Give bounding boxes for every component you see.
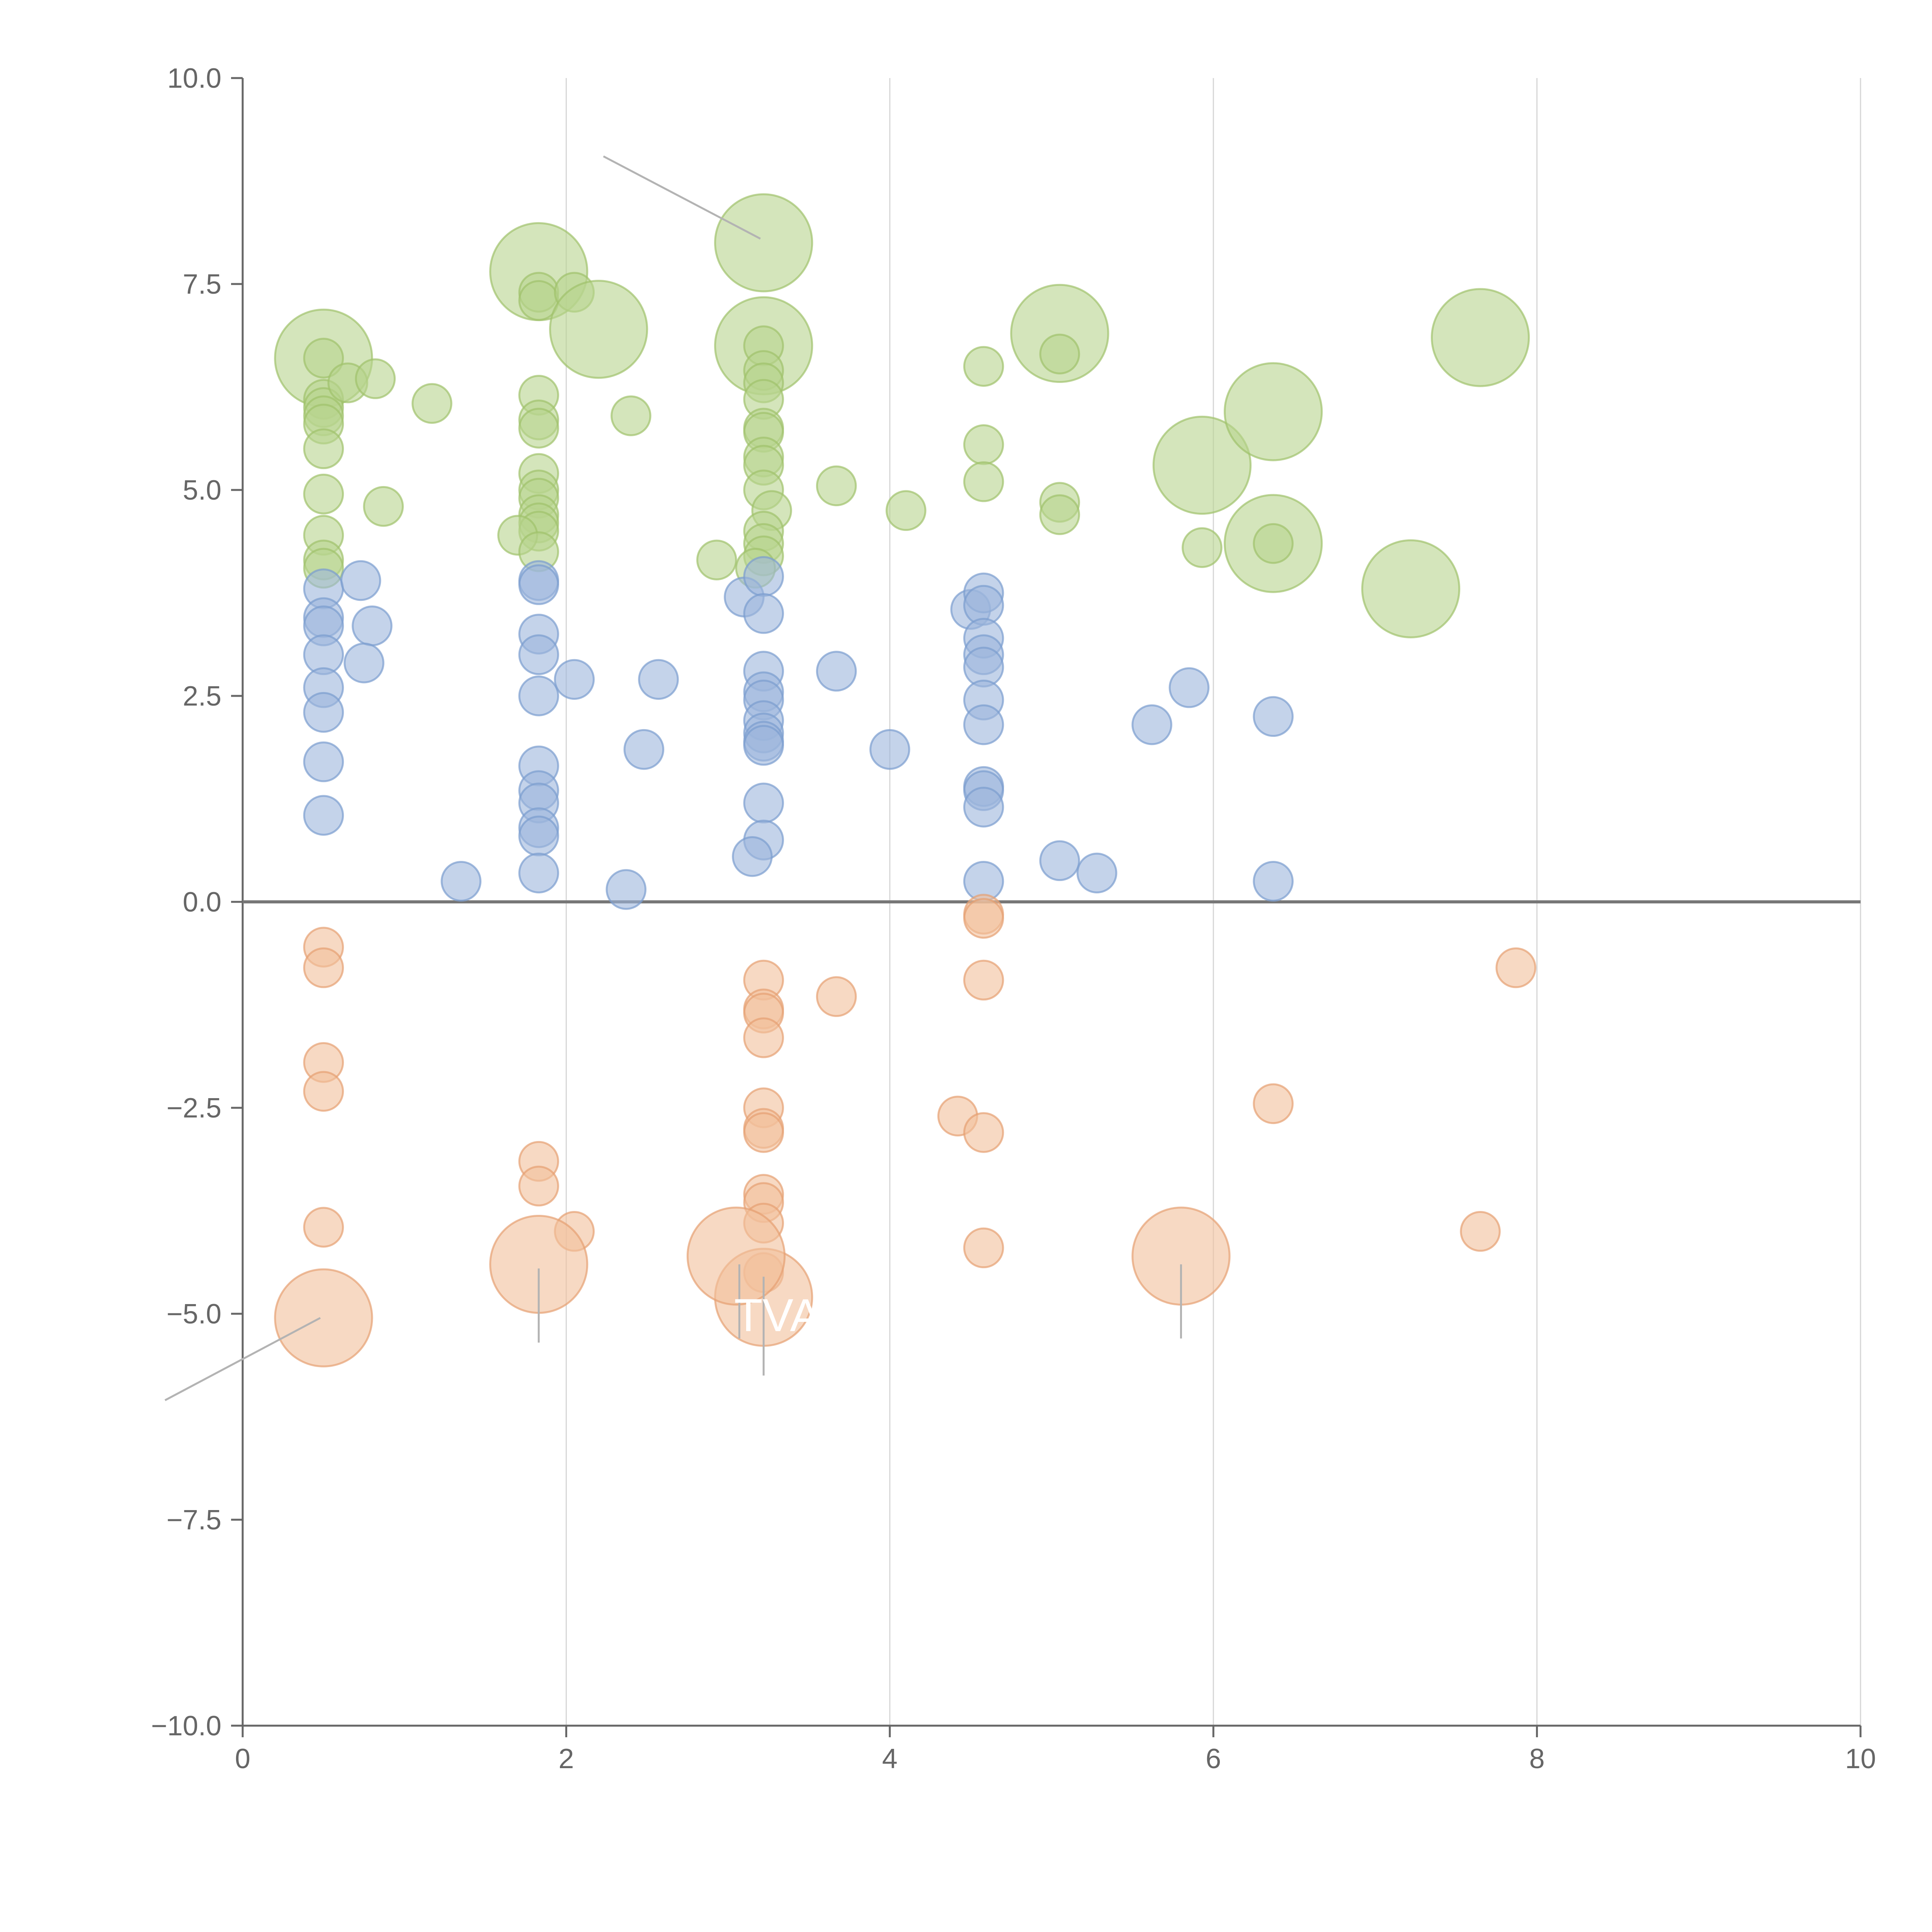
bubble-point (1010, 284, 1109, 383)
bubble-point (696, 539, 737, 580)
bubble-point (518, 634, 559, 675)
bubble-point (1430, 288, 1530, 387)
bubble-point (1253, 523, 1294, 564)
x-tick-label: 2 (558, 1743, 574, 1774)
x-tick-label: 8 (1529, 1743, 1545, 1774)
annotation-layer: TVA (164, 155, 1182, 1401)
bubble-point (605, 869, 647, 910)
y-tick-label: 5.0 (183, 475, 221, 506)
bubble-point (1168, 667, 1210, 708)
bubble-point (1361, 539, 1461, 638)
bubble-point (518, 815, 559, 857)
bubble-point (1224, 362, 1323, 461)
y-tick-label: 10.0 (167, 63, 221, 94)
y-tick-label: −2.5 (167, 1093, 221, 1124)
bubble-point (743, 1017, 784, 1058)
bubble-point (355, 358, 396, 399)
bubble-point (303, 1207, 344, 1248)
bubble-point (1182, 527, 1223, 568)
bubble-point (714, 193, 813, 293)
bubble-point (303, 741, 344, 782)
axis-layer: 0 2 4 6 8 10 10.0 7.5 5.0 2.5 0.0 −2.5 −5.0 −7.5 −10.0 (151, 63, 1876, 1774)
bubble-point (1131, 704, 1172, 745)
annotation-label-tva: TVA (734, 1289, 821, 1341)
bubble-point (303, 1071, 344, 1112)
x-tick-label: 6 (1206, 1743, 1221, 1774)
bubble-point (1039, 494, 1080, 535)
annotation-leader-line (603, 155, 761, 240)
bubble-point (963, 704, 1004, 745)
bubble-point (743, 593, 784, 634)
bubble-point (963, 898, 1004, 939)
y-tick-label: −10.0 (151, 1711, 221, 1742)
bubble-point (303, 947, 344, 988)
bubble-point (303, 338, 344, 379)
bubble-point (743, 725, 784, 766)
bubble-point (743, 1112, 784, 1153)
bubble-point (1152, 415, 1252, 515)
bubble-layer (274, 193, 1536, 1367)
bubble-point (363, 486, 404, 527)
bubble-point (274, 1268, 373, 1367)
bubble-point (1253, 1083, 1294, 1124)
bubble-point (816, 651, 857, 692)
bubble-point (1460, 1211, 1501, 1252)
x-tick-label: 10 (1845, 1743, 1876, 1774)
bubble-point (743, 782, 784, 823)
x-tick-label: 4 (882, 1743, 898, 1774)
bubble-point (1039, 333, 1080, 374)
annotation-leader-line (164, 1317, 321, 1401)
bubble-point (554, 659, 595, 700)
bubble-point (518, 675, 559, 716)
bubble-point (549, 280, 648, 379)
bubble-point (518, 1165, 559, 1207)
bubble-point (1253, 861, 1294, 902)
y-tick-label: 2.5 (183, 681, 221, 712)
bubble-point (638, 659, 679, 700)
bubble-point (518, 852, 559, 894)
y-tick-label: −5.0 (167, 1299, 221, 1330)
bubble-point (303, 795, 344, 836)
bubble-point (440, 861, 481, 902)
bubble-point (963, 959, 1004, 1001)
bubble-point (1253, 696, 1294, 737)
bubble-point (686, 1206, 786, 1306)
bubble-point (1495, 947, 1536, 988)
bubble-point (816, 976, 857, 1017)
bubble-point (732, 836, 773, 877)
bubble-point (963, 787, 1004, 828)
bubble-point (743, 556, 784, 597)
bubble-point (303, 473, 344, 515)
bubble-point (518, 408, 559, 449)
bubble-point (963, 1227, 1004, 1269)
bubble-point (611, 395, 651, 436)
x-tick-label: 0 (235, 1743, 250, 1774)
bubble-point (963, 346, 1004, 387)
bubble-point (963, 424, 1004, 465)
bubble-point (303, 692, 344, 733)
bubble-point (340, 560, 381, 601)
bubble-point (963, 1112, 1004, 1153)
bubble-point (518, 564, 559, 605)
y-tick-label: 7.5 (183, 269, 221, 300)
bubble-point (963, 461, 1004, 502)
bubble-point (885, 490, 927, 531)
y-tick-label: 0.0 (183, 887, 221, 918)
bubble-point (352, 605, 393, 646)
bubble-point (303, 428, 344, 469)
bubble-point (412, 383, 452, 424)
bubble-point (344, 642, 384, 684)
y-tick-label: −7.5 (167, 1505, 221, 1536)
bubble-point (869, 729, 910, 770)
bubble-point (623, 729, 665, 770)
bubble-point (1076, 852, 1117, 894)
bubble-point (1039, 840, 1080, 881)
bubble-point (816, 465, 857, 507)
